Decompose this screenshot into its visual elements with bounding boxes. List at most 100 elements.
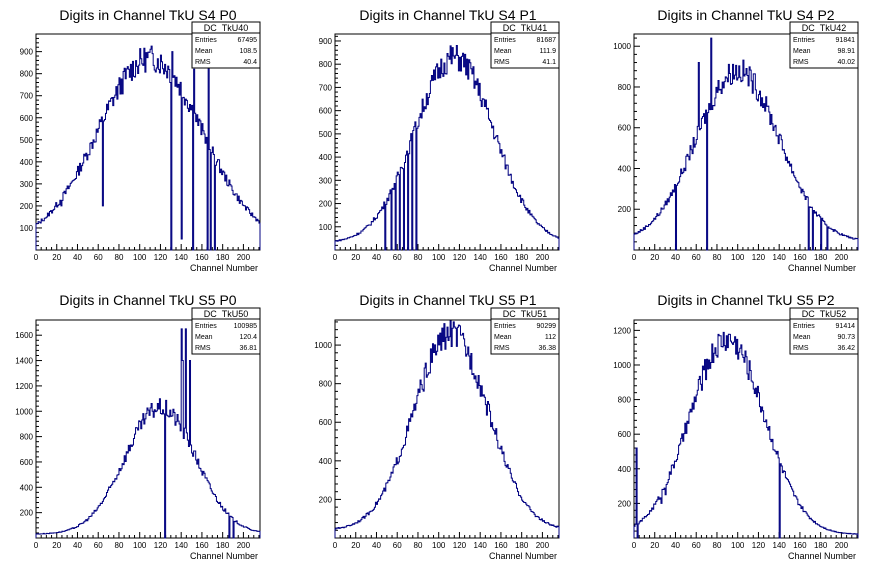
y-tick-label: 800 (20, 70, 34, 79)
plot-frame (334, 33, 560, 251)
plot-frame (35, 33, 261, 251)
histogram-panel: Digits in Channel TkU S5 P0 0 20 40 60 80 100 1… (15, 292, 261, 561)
x-tick-label: 160 (793, 541, 807, 550)
y-tick-label: 800 (319, 60, 333, 69)
histogram-series (633, 331, 859, 539)
y-tick-label: 800 (319, 380, 333, 389)
stats-value: 81687 (537, 37, 557, 44)
x-tick-label: 100 (133, 541, 147, 550)
y-tick-label: 600 (20, 458, 34, 467)
histogram-series (633, 37, 859, 251)
x-tick-label: 40 (372, 541, 381, 550)
y-tick-label: 1000 (15, 407, 33, 416)
stats-label: RMS (494, 345, 510, 352)
x-tick-label: 140 (175, 253, 189, 262)
x-tick-label: 100 (432, 541, 446, 550)
x-tick-label: 60 (692, 541, 701, 550)
x-tick-label: 200 (237, 253, 251, 262)
y-tick-label: 600 (319, 107, 333, 116)
x-tick-label: 140 (474, 541, 488, 550)
stats-box (789, 21, 859, 69)
x-axis-label: Channel Number (489, 551, 557, 561)
x-tick-label: 160 (494, 541, 508, 550)
y-tick-label: 400 (319, 457, 333, 466)
x-tick-label: 60 (393, 541, 402, 550)
stats-value: 90.73 (837, 334, 855, 341)
y-tick-label: 200 (319, 200, 333, 209)
plot-frame (35, 319, 261, 539)
y-tick-label: 600 (618, 124, 632, 133)
x-tick-label: 120 (752, 541, 766, 550)
plot-frame (334, 319, 560, 539)
x-axis-label: Channel Number (489, 263, 557, 273)
stats-value: 120.4 (239, 334, 257, 341)
x-tick-label: 80 (713, 253, 722, 262)
x-tick-label: 40 (73, 253, 82, 262)
x-tick-label: 0 (333, 253, 338, 262)
x-tick-label: 40 (372, 253, 381, 262)
x-axis-label: Channel Number (788, 551, 856, 561)
stats-label: Mean (195, 334, 213, 341)
x-tick-label: 0 (632, 253, 637, 262)
y-tick-label: 900 (20, 48, 34, 57)
stats-name: DC_TkU52 (802, 309, 847, 319)
x-tick-label: 80 (414, 253, 423, 262)
stats-label: Entries (793, 37, 815, 44)
x-tick-label: 80 (713, 541, 722, 550)
stats-label: Entries (494, 323, 516, 330)
y-tick-label: 200 (618, 499, 632, 508)
stats-value: 40.02 (837, 59, 855, 66)
y-tick-label: 700 (20, 92, 34, 101)
plot-frame (633, 319, 859, 539)
stats-name: DC_TkU42 (802, 23, 847, 33)
y-tick-label: 700 (319, 83, 333, 92)
x-tick-label: 100 (731, 253, 745, 262)
stats-label: Mean (494, 48, 512, 55)
x-tick-label: 100 (133, 253, 147, 262)
x-tick-label: 200 (536, 253, 550, 262)
y-tick-label: 600 (618, 430, 632, 439)
histogram-panel: Digits in Channel TkU S5 P2 0 20 40 60 80 100 1… (613, 292, 859, 561)
y-tick-label: 1600 (15, 331, 33, 340)
y-tick-label: 1000 (613, 42, 631, 51)
stats-value: 91841 (836, 37, 856, 44)
x-tick-label: 140 (175, 541, 189, 550)
stats-label: RMS (195, 345, 211, 352)
histogram-series (35, 45, 261, 251)
stats-box (789, 307, 859, 355)
x-tick-label: 100 (731, 541, 745, 550)
x-tick-label: 160 (494, 253, 508, 262)
stats-name: DC_TkU41 (503, 23, 548, 33)
y-tick-label: 200 (20, 202, 34, 211)
x-tick-label: 20 (52, 541, 61, 550)
plot-frame (633, 33, 859, 251)
y-tick-label: 900 (319, 37, 333, 46)
stats-value: 41.1 (542, 59, 556, 66)
y-tick-label: 400 (618, 164, 632, 173)
x-tick-label: 80 (115, 253, 124, 262)
x-tick-label: 60 (94, 253, 103, 262)
x-tick-label: 180 (216, 541, 230, 550)
x-tick-label: 100 (432, 253, 446, 262)
x-axis-label: Channel Number (190, 551, 258, 561)
y-tick-label: 300 (20, 180, 34, 189)
stats-box (191, 307, 261, 355)
chart-title: Digits in Channel TkU S4 P2 (657, 7, 834, 23)
y-tick-label: 100 (319, 223, 333, 232)
y-tick-label: 800 (618, 83, 632, 92)
x-axis-label: Channel Number (190, 263, 258, 273)
stats-label: Entries (195, 37, 217, 44)
stats-value: 112 (545, 334, 556, 341)
x-tick-label: 20 (650, 253, 659, 262)
y-tick-label: 400 (618, 465, 632, 474)
stats-value: 36.81 (239, 345, 257, 352)
x-tick-label: 200 (237, 541, 251, 550)
stats-value: 90299 (537, 323, 557, 330)
x-tick-label: 20 (351, 253, 360, 262)
y-tick-label: 200 (20, 509, 34, 518)
stats-box (490, 21, 560, 69)
x-tick-label: 20 (650, 541, 659, 550)
stats-label: Mean (793, 334, 811, 341)
y-tick-label: 400 (319, 153, 333, 162)
x-tick-label: 0 (34, 541, 39, 550)
